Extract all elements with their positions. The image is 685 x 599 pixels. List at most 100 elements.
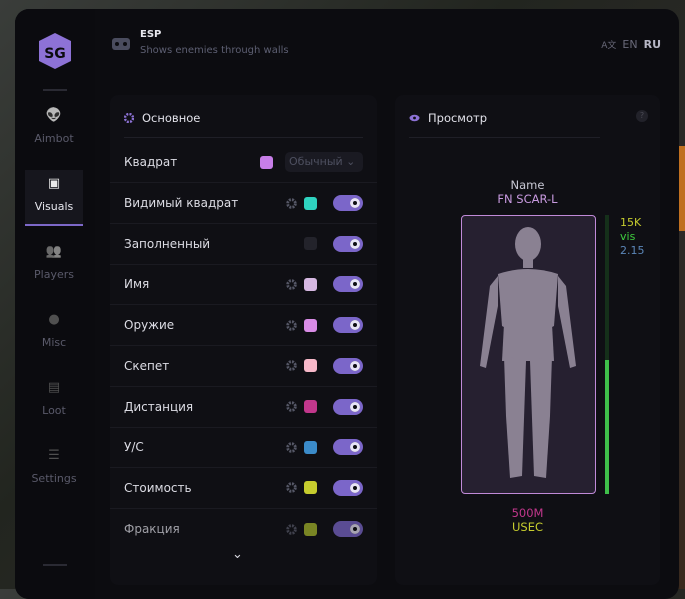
toggle-switch[interactable] xyxy=(333,479,363,496)
color-swatch[interactable] xyxy=(304,196,317,210)
dots-icon: ● xyxy=(48,312,60,327)
gear-icon[interactable] xyxy=(286,197,297,209)
page-subtitle: Shows enemies through walls xyxy=(140,45,289,56)
sidebar-item-misc[interactable]: ● Misc xyxy=(25,306,83,362)
setting-row-box: Квадрат Обычный ⌄ xyxy=(110,142,377,183)
sidebar-item-label: Aimbot xyxy=(34,132,74,145)
briefcase-icon: ▤ xyxy=(47,380,61,395)
row-label: Заполненный xyxy=(124,236,211,251)
vr-goggles-icon: ▣ xyxy=(47,176,61,191)
row-label: У/С xyxy=(124,440,144,455)
language-switcher: A文 EN RU xyxy=(601,38,661,51)
app-window: SG 👽 Aimbot ▣ Visuals 👥 Players ● Misc ▤ Loot ☰ Set… xyxy=(15,9,679,599)
row-label: Видимый квадрат xyxy=(124,196,239,210)
main-settings-panel: Основное Квадрат Обычный ⌄ Видимый квадр… xyxy=(110,95,377,585)
setting-row: Стоимость xyxy=(110,468,377,509)
sidebar-item-aimbot[interactable]: 👽 Aimbot xyxy=(25,102,83,158)
chevron-down-icon: ⌄ xyxy=(346,155,356,168)
section-title: Основное xyxy=(142,111,201,125)
row-label: Стоимость xyxy=(124,480,192,495)
color-swatch[interactable] xyxy=(260,155,273,169)
sidebar-item-label: Loot xyxy=(42,404,66,417)
preview-box xyxy=(461,215,596,494)
gear-icon[interactable] xyxy=(286,319,297,331)
help-button[interactable]: ? xyxy=(636,110,648,122)
setting-row: Видимый квадрат xyxy=(110,183,377,224)
page-title: ESP xyxy=(140,29,162,40)
health-bar-fill xyxy=(605,360,609,494)
row-label: Фракция xyxy=(124,522,180,537)
gear-icon[interactable] xyxy=(286,401,297,412)
toggle-switch[interactable] xyxy=(333,195,363,211)
sidebar-item-label: Players xyxy=(34,268,74,281)
preview-distance: 500M xyxy=(511,506,544,520)
setting-row: Заполненный xyxy=(110,224,377,265)
color-swatch[interactable] xyxy=(304,318,317,332)
gear-icon[interactable] xyxy=(286,279,297,290)
sidebar-item-players[interactable]: 👥 Players xyxy=(25,238,83,294)
alien-icon: 👽 xyxy=(45,108,63,123)
logo-icon: SG xyxy=(39,33,71,69)
setting-row: Дистанция xyxy=(110,387,377,428)
toggle-switch[interactable] xyxy=(333,357,363,374)
svg-text:SG: SG xyxy=(44,46,66,62)
scroll-down-chevron-icon[interactable]: ⌄ xyxy=(232,547,243,562)
setting-row: У/С xyxy=(110,427,377,469)
toggle-switch[interactable] xyxy=(333,317,363,334)
color-swatch[interactable] xyxy=(304,522,317,536)
human-model-image xyxy=(480,227,576,478)
background-object xyxy=(679,146,685,231)
sidebar-item-label: Visuals xyxy=(34,200,74,213)
setting-row: Оружие xyxy=(110,305,377,347)
list-icon: ☰ xyxy=(48,448,60,463)
box-style-select[interactable]: Обычный ⌄ xyxy=(285,152,363,172)
color-swatch[interactable] xyxy=(304,277,317,291)
sidebar-item-visuals[interactable]: ▣ Visuals xyxy=(25,170,83,226)
row-label: Скепет xyxy=(124,358,170,373)
preview-kd: 2.15 xyxy=(620,244,645,257)
setting-row: Имя xyxy=(110,264,377,306)
translate-icon: A文 xyxy=(601,41,617,51)
toggle-switch[interactable] xyxy=(333,235,363,252)
gear-icon[interactable] xyxy=(286,482,297,494)
health-bar xyxy=(605,215,609,494)
preview-panel: Просмотр ? Name FN SCAR-L 15K vis 2.15 5… xyxy=(395,95,660,585)
setting-row: Фракция xyxy=(110,509,377,550)
color-swatch[interactable] xyxy=(304,400,317,413)
preview-name: Name xyxy=(510,178,545,192)
divider xyxy=(43,564,67,566)
row-label: Оружие xyxy=(124,318,175,333)
preview-faction: USEC xyxy=(511,520,543,534)
sidebar: SG 👽 Aimbot ▣ Visuals 👥 Players ● Misc ▤ Loot ☰ Set… xyxy=(15,9,95,599)
toggle-switch[interactable] xyxy=(333,398,363,415)
preview-weapon: FN SCAR-L xyxy=(497,192,558,206)
toggle-switch[interactable] xyxy=(333,276,363,293)
row-label: Квадрат xyxy=(124,155,178,169)
preview-visible: vis xyxy=(620,230,636,243)
color-swatch[interactable] xyxy=(304,440,317,454)
gear-icon[interactable] xyxy=(286,523,297,535)
row-label: Дистанция xyxy=(124,399,194,414)
divider xyxy=(43,89,67,91)
color-swatch[interactable] xyxy=(304,237,317,251)
lang-en[interactable]: EN xyxy=(622,38,638,51)
preview-value: 15K xyxy=(620,216,642,229)
sidebar-item-label: Misc xyxy=(41,336,67,349)
group-icon: 👥 xyxy=(45,244,63,259)
section-title: Просмотр xyxy=(428,111,488,125)
toggle-switch[interactable] xyxy=(333,521,363,538)
sidebar-item-loot[interactable]: ▤ Loot xyxy=(25,374,83,430)
eye-icon xyxy=(409,114,420,122)
gear-icon[interactable] xyxy=(286,360,297,372)
divider xyxy=(409,137,600,138)
gear-icon xyxy=(124,113,134,123)
sidebar-item-label: Settings xyxy=(31,472,77,485)
vr-goggles-icon xyxy=(112,38,130,50)
sidebar-item-settings[interactable]: ☰ Settings xyxy=(25,442,83,498)
color-swatch[interactable] xyxy=(304,481,317,495)
gear-icon[interactable] xyxy=(286,441,297,453)
lang-ru[interactable]: RU xyxy=(643,38,661,51)
setting-row: Скепет xyxy=(110,346,377,387)
color-swatch[interactable] xyxy=(304,359,317,373)
toggle-switch[interactable] xyxy=(333,439,363,456)
